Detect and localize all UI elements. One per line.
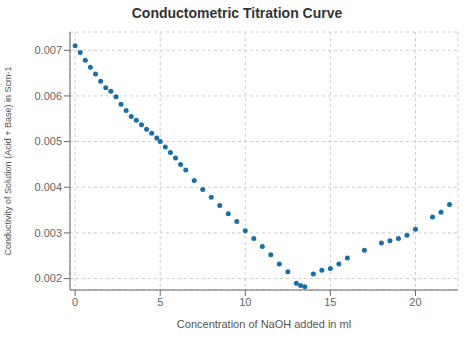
svg-text:0.004: 0.004 (34, 181, 62, 193)
svg-text:0.003: 0.003 (34, 227, 62, 239)
svg-text:10: 10 (239, 296, 251, 308)
html-text:Conductometric Titration Curve: Conductometric Titration Curve (131, 5, 343, 21)
svg-text:Conductivity of Solution (Acid: Conductivity of Solution (Acid + Base) i… (8, 67, 13, 256)
svg-text:0: 0 (72, 296, 78, 308)
svg-text:15: 15 (324, 296, 336, 308)
svg-text:0.006: 0.006 (34, 90, 62, 102)
svg-text:0.007: 0.007 (34, 44, 62, 56)
svg-text:0.002: 0.002 (34, 272, 62, 284)
svg-text:Concentration of NaOH added in: Concentration of NaOH added in ml (177, 318, 351, 330)
svg-text:5: 5 (157, 296, 163, 308)
svg-text:20: 20 (409, 296, 421, 308)
svg-text:0.005: 0.005 (34, 135, 62, 147)
